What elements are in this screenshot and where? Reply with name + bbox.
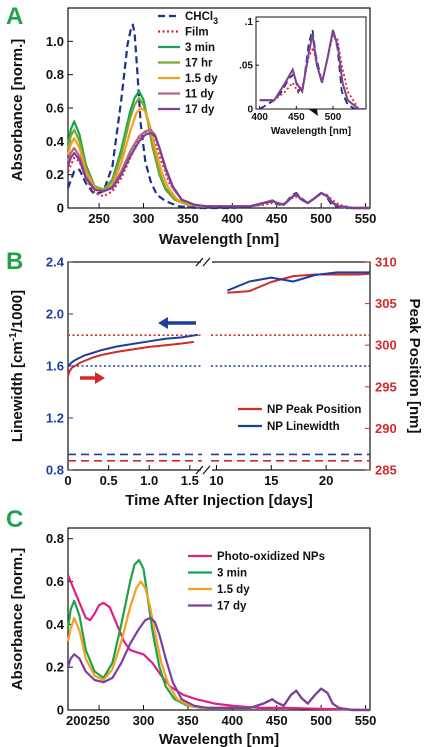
panel-b-ylabel-left: Linewidth [cm-1/1000]	[8, 290, 26, 442]
panel-b-break-gap	[201, 258, 212, 474]
panel-letter-a: A	[6, 3, 23, 30]
panel-b-right-ytick-label: 300	[375, 338, 397, 353]
panel-a-legend-entry: 17 hr	[185, 58, 213, 70]
panel-b-xtick-label: 0.5	[100, 473, 118, 488]
panel-b-xtick-label: 10	[209, 473, 223, 488]
panel-a-ytick-label: 0	[57, 201, 64, 216]
panel-c-series-line	[66, 559, 370, 712]
linewidth-axis-arrowhead	[158, 317, 168, 329]
panel-c-legend-entry: 3 min	[217, 568, 247, 580]
panel-a-inset-xlabel: Wavelength [nm]	[271, 126, 351, 137]
panel-a-ytick-label: 0.6	[46, 101, 64, 116]
panel-a-xtick-label: 250	[88, 211, 110, 226]
panel-c-ytick-label: 0	[57, 703, 64, 718]
panel-a-xtick-label: 450	[266, 211, 288, 226]
panel-a-series-line	[66, 128, 370, 210]
panel-c-xtick-label: 500	[310, 713, 332, 728]
panel-c-xtick-label: 400	[221, 713, 243, 728]
panel-a-xlabel: Wavelength [nm]	[159, 231, 279, 248]
panel-b-ylabel-right: Peak Position [nm]	[406, 298, 423, 433]
panel-c-xtick-label: 300	[133, 713, 155, 728]
panel-b-left-ytick-label: 1.2	[46, 411, 64, 426]
inset-series-line	[259, 32, 366, 109]
panel-a-series-line	[66, 106, 370, 210]
inset-xtick-label: 450	[288, 112, 305, 123]
panel-b-right-ytick-label: 305	[375, 296, 397, 311]
panel-a-series-line	[66, 131, 370, 210]
panel-b-left-ytick-label: 1.6	[46, 359, 64, 374]
panel-b-right-ytick-label: 310	[375, 255, 397, 270]
panel-b-xtick-label: 1.5	[181, 473, 199, 488]
panel-a-legend-entry: 17 dy	[185, 104, 215, 116]
panel-a-legend-entry: 3 min	[185, 42, 215, 54]
panel-a-xtick-label: 550	[355, 211, 377, 226]
panel-a-ylabel: Absorbance [norm.]	[9, 39, 26, 182]
panel-a-xtick-label: 300	[133, 211, 155, 226]
panel-b-left-ytick-label: 2.4	[46, 255, 65, 270]
panel-c-legend-entry: Photo-oxidized NPs	[217, 551, 325, 563]
inset-ytick-label: .05	[239, 61, 253, 72]
panel-b-xtick-label: 20	[319, 473, 333, 488]
panel-letter-c: C	[6, 506, 23, 533]
panel-c-ytick-label: 0.4	[46, 617, 65, 632]
panel-c-xtick-label: 200	[66, 713, 88, 728]
panel-c-ytick-label: 0.8	[46, 531, 64, 546]
panel-b-series-line	[67, 340, 195, 377]
panel-b-legend-entry: NP Peak Position	[267, 404, 361, 416]
panel-a-ytick-label: 0.8	[46, 67, 64, 82]
inset-ytick-label: .1	[245, 17, 254, 28]
panel-b-series-line	[67, 333, 199, 367]
panel-c-xtick-label: 550	[355, 713, 377, 728]
panel-b-xtick-label: 15	[264, 473, 278, 488]
panel-b-xlabel: Time After Injection [days]	[125, 492, 313, 509]
panel-a-legend-entry: Film	[185, 27, 209, 39]
panel-c-legend-entry: 1.5 dy	[217, 584, 250, 596]
panel-c-plot-frame	[67, 527, 371, 711]
panel-c-xlabel: Wavelength [nm]	[159, 731, 279, 747]
panel-c-xtick-label: 350	[177, 713, 199, 728]
inset-xtick-label: 500	[325, 112, 342, 123]
panel-c-legend-entry: 17 dy	[217, 601, 247, 613]
panel-b-right-ytick-label: 285	[375, 463, 397, 478]
panel-b-chart: 0 0.5 1.0 1.5 10 15 20 0.8 1.2 1.6 2.0 2.4 285 290 295…	[8, 255, 423, 510]
panel-c-ytick-label: 0.6	[46, 574, 64, 589]
panel-b-right-ytick-label: 290	[375, 421, 397, 436]
panel-b-xtick-label: 0	[64, 473, 71, 488]
panel-letter-b: B	[6, 248, 23, 275]
inset-xtick-label: 400	[251, 112, 268, 123]
panel-a-series-line	[67, 130, 370, 210]
panel-a-ytick-label: 0.4	[46, 134, 65, 149]
panel-a-xtick-label: 500	[310, 211, 332, 226]
panel-c-ylabel: Absorbance [norm.]	[9, 548, 26, 691]
panel-b-left-ytick-label: 2.0	[46, 307, 64, 322]
panel-c-xtick-label: 450	[266, 713, 288, 728]
inset-ytick-label: 0	[247, 105, 253, 116]
panel-b-right-ytick-label: 295	[375, 379, 397, 394]
panel-a-xtick-label: 400	[221, 211, 243, 226]
panel-a-legend-entry: 11 dy	[185, 89, 214, 101]
panel-c-series-line	[66, 616, 370, 712]
panel-b-left-ytick-label: 0.8	[46, 463, 64, 478]
panel-c-series-line	[66, 574, 371, 712]
axis-break-bottom	[195, 465, 211, 475]
panel-a-chart: 250 300 350 400 450 500 550 0 0.2 0.4 0.6 0.8 1.0 CH…	[9, 7, 377, 248]
peak-axis-arrowhead	[95, 372, 105, 384]
panel-b-series-line	[227, 272, 371, 294]
panel-c-chart: 200 250 300 350 400 450 500 550 0 0.2 0.4 0.6 0.8 Ph…	[9, 527, 377, 747]
panel-a-xtick-label: 350	[177, 211, 199, 226]
panel-a-legend-entry: CHCl3	[185, 11, 218, 26]
panel-b-legend-entry: NP Linewidth	[267, 421, 340, 433]
panel-c-ytick-label: 0.2	[46, 660, 64, 675]
inset-series-line	[259, 29, 366, 109]
panel-a-ytick-label: 1.0	[46, 34, 64, 49]
panel-a-ytick-label: 0.2	[46, 167, 64, 182]
panel-b-series-line	[227, 271, 370, 292]
panel-b-xtick-label: 1.0	[140, 473, 158, 488]
axis-break-top	[195, 257, 211, 267]
panel-a-legend-entry: 1.5 dy	[185, 73, 218, 85]
panel-c-xtick-label: 250	[88, 713, 110, 728]
panel-a-inset-frame	[255, 16, 367, 110]
panel-a-inset: 400 450 500 0 .05 .1 Wavelength [nm]	[239, 16, 367, 137]
